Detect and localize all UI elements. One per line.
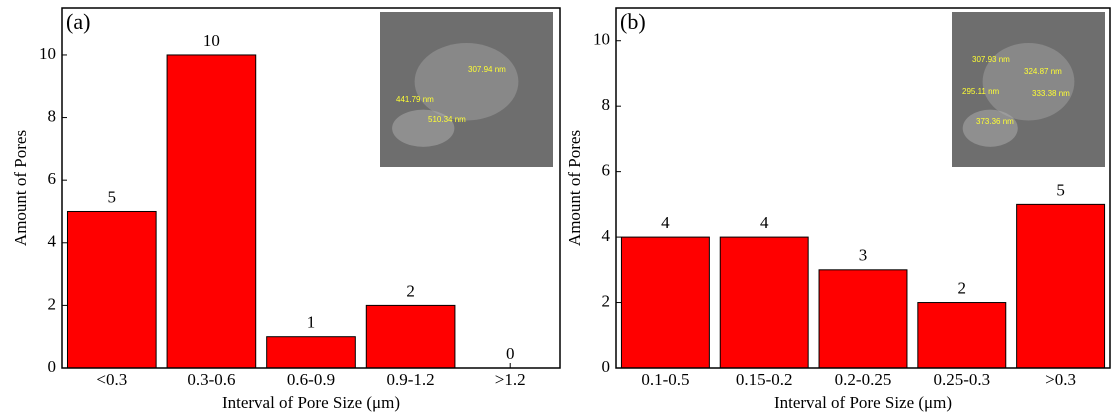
x-tick-label: 0.2-0.25: [835, 370, 892, 389]
inset-annotation: 295.11 nm: [962, 87, 1000, 96]
y-axis-label: Amount of Pores: [565, 130, 584, 246]
data-label: 5: [1056, 180, 1065, 199]
inset-texture: [963, 110, 1018, 147]
x-tick-label: 0.3-0.6: [187, 370, 235, 389]
inset-texture: [415, 43, 519, 121]
data-label: 5: [108, 187, 117, 206]
inset-annotation: 324.87 nm: [1024, 67, 1062, 76]
bar: [720, 237, 808, 368]
data-label: 2: [958, 278, 967, 297]
x-axis-label: Interval of Pore Size (μm): [222, 393, 400, 412]
x-tick-label: 0.15-0.2: [736, 370, 793, 389]
x-tick-label: <0.3: [96, 370, 127, 389]
data-label: 0: [506, 344, 515, 363]
y-tick-label: 2: [602, 291, 611, 310]
y-tick-label: 0: [602, 357, 611, 376]
y-tick-label: 0: [48, 357, 57, 376]
panel-label: (b): [620, 9, 646, 34]
y-tick-label: 10: [39, 44, 56, 63]
data-label: 1: [307, 313, 316, 332]
data-label: 4: [760, 213, 769, 232]
page: {"chart_data": [ {"type": "bar", "label"…: [0, 0, 1114, 416]
data-label: 4: [661, 213, 670, 232]
y-tick-label: 6: [602, 161, 611, 180]
y-tick-label: 8: [48, 106, 57, 125]
x-tick-label: 0.25-0.3: [933, 370, 990, 389]
x-tick-label: >1.2: [495, 370, 526, 389]
x-axis-label: Interval of Pore Size (μm): [774, 393, 952, 412]
x-tick-label: 0.1-0.5: [641, 370, 689, 389]
x-tick-label: 0.9-1.2: [387, 370, 435, 389]
inset-annotation: 510.34 nm: [428, 115, 466, 124]
x-tick-label: 0.6-0.9: [287, 370, 335, 389]
data-label: 2: [406, 281, 415, 300]
bar: [167, 55, 256, 368]
figure: 0 2 4 6 8 10 <0.3 5 0.3-0.6 10 0.6-0.9 1 0.9-1.2 2 >1.…: [0, 0, 1114, 416]
y-tick-label: 6: [48, 169, 57, 188]
y-axis-label: Amount of Pores: [11, 130, 30, 246]
y-tick-label: 4: [602, 226, 611, 245]
y-tick-label: 10: [593, 30, 610, 49]
bar: [1017, 204, 1105, 368]
y-tick-label: 2: [48, 294, 57, 313]
data-label: 3: [859, 246, 868, 265]
inset-annotation: 307.93 nm: [972, 55, 1010, 64]
inset-annotation: 307.94 nm: [468, 65, 506, 74]
inset-annotation: 373.36 nm: [976, 117, 1014, 126]
bar: [819, 270, 907, 368]
bar: [267, 337, 356, 368]
bar: [67, 211, 156, 368]
bar: [366, 305, 455, 368]
y-tick-label: 8: [602, 95, 611, 114]
bar: [918, 303, 1006, 368]
bar: [621, 237, 709, 368]
panel-label: (a): [66, 9, 90, 34]
inset-annotation: 441.79 nm: [396, 95, 434, 104]
data-label: 10: [203, 31, 220, 50]
inset-annotation: 333.38 nm: [1032, 89, 1070, 98]
y-tick-label: 4: [48, 232, 57, 251]
x-tick-label: >0.3: [1045, 370, 1076, 389]
